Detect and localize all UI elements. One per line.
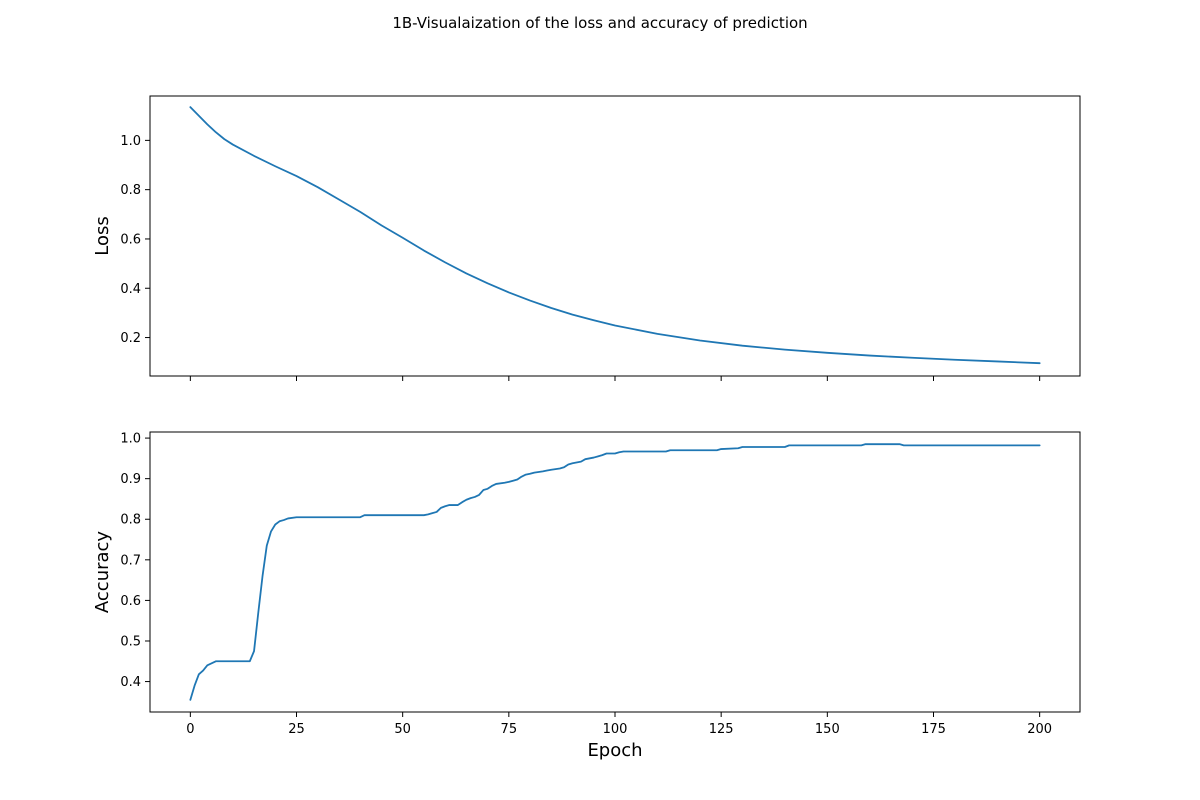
accuracy-y-tick-label: 0.5 <box>120 634 141 649</box>
accuracy-x-tick-label: 50 <box>394 722 411 737</box>
accuracy-x-tick-label: 175 <box>921 722 946 737</box>
accuracy-x-tick-label: 25 <box>288 722 305 737</box>
accuracy-series-line <box>189 443 1041 701</box>
accuracy-x-tick-label: 125 <box>709 722 734 737</box>
loss-y-tick-label: 0.6 <box>120 232 141 247</box>
loss-axes-frame <box>149 95 1081 377</box>
accuracy-y-tick-label: 0.6 <box>120 594 141 609</box>
loss-y-tick-label: 1.0 <box>120 134 141 149</box>
accuracy-x-tick-label: 75 <box>501 722 518 737</box>
accuracy-y-tick-label: 1.0 <box>120 432 141 447</box>
figure-suptitle: 1B-Visualaization of the loss and accura… <box>392 14 807 32</box>
accuracy-y-tick-label: 0.7 <box>120 553 141 568</box>
accuracy-x-tick-label: 150 <box>815 722 840 737</box>
accuracy-y-tick-label: 0.4 <box>120 675 141 690</box>
accuracy-x-tick-label: 0 <box>186 722 194 737</box>
loss-ticks: 0.2 0.4 0.6 0.8 1.0 <box>120 134 1041 381</box>
accuracy-ticks: 0 25 50 75 100 125 150 175 200 0.4 0.5 0.6 0.7 0.8 0.9… <box>120 432 1052 737</box>
loss-y-tick-label: 0.2 <box>120 331 141 346</box>
accuracy-x-tick-label: 100 <box>603 722 628 737</box>
loss-y-tick-label: 0.8 <box>120 183 141 198</box>
accuracy-subplot: 0 25 50 75 100 125 150 175 200 0.4 0.5 0.6 0.7 0.8 0.9… <box>92 431 1081 761</box>
accuracy-x-tick-label: 200 <box>1027 722 1052 737</box>
loss-subplot: 0.2 0.4 0.6 0.8 1.0 Loss <box>92 95 1081 381</box>
loss-series-line <box>189 106 1041 365</box>
accuracy-series <box>189 443 1041 701</box>
loss-series <box>189 106 1041 365</box>
accuracy-y-tick-label: 0.8 <box>120 513 141 528</box>
loss-y-tick-label: 0.4 <box>120 282 141 297</box>
accuracy-axes-frame <box>149 431 1081 713</box>
accuracy-y-tick-label: 0.9 <box>120 472 141 487</box>
loss-y-axis-label: Loss <box>92 216 113 255</box>
accuracy-y-axis-label: Accuracy <box>92 531 113 614</box>
accuracy-x-axis-label: Epoch <box>587 740 642 761</box>
